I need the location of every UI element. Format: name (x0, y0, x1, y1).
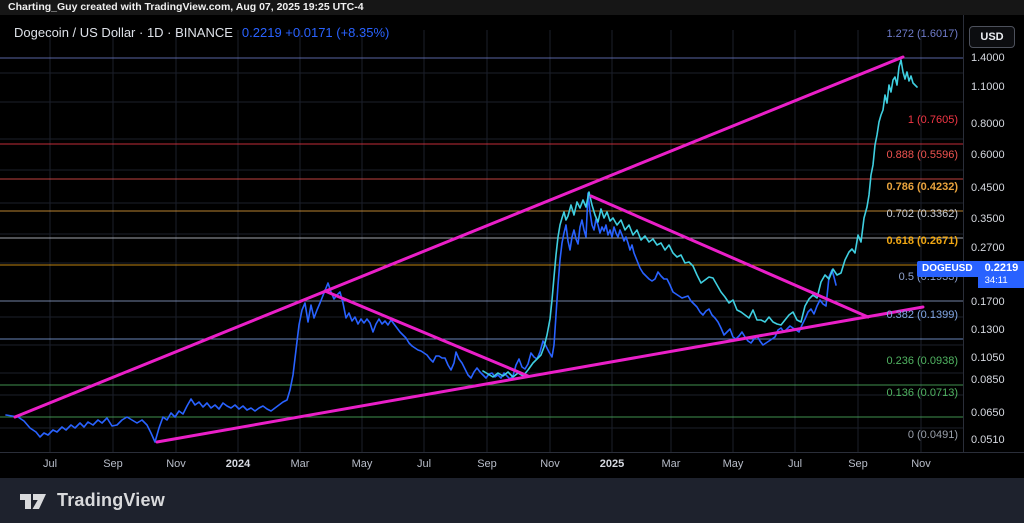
time-tick-Nov: Nov (911, 458, 931, 470)
price-chart-canvas[interactable] (0, 15, 963, 467)
fib-level-label-0.888[interactable]: 0.888 (0.5596) (886, 149, 958, 161)
series-cycle-overlay-projection (482, 59, 918, 378)
trendline-dec2024-falling-line[interactable] (589, 194, 870, 319)
trendline-long-rising-support[interactable] (155, 305, 925, 444)
price-tick-0.8000: 0.8000 (971, 118, 1005, 130)
tradingview-brand-text[interactable]: TradingView (57, 490, 165, 510)
last-price-badge[interactable]: DOGEUSD 0.2219 34:11 (917, 261, 1024, 288)
price-tick-0.4500: 0.4500 (971, 182, 1005, 194)
time-tick-May: May (351, 458, 373, 470)
price-tick-0.1050: 0.1050 (971, 352, 1005, 364)
time-tick-Nov: Nov (540, 458, 560, 470)
price-tick-1.1000: 1.1000 (971, 81, 1005, 93)
price-tick-0.0510: 0.0510 (971, 434, 1005, 446)
time-tick-May: May (722, 458, 744, 470)
footer-bar: TradingView (0, 478, 1024, 523)
price-tick-0.0650: 0.0650 (971, 407, 1005, 419)
symbol-header[interactable]: Dogecoin / US Dollar · 1D · BINANCE 0.221… (14, 25, 389, 40)
price-tick-1.4000: 1.4000 (971, 52, 1005, 64)
fib-level-label-0.702[interactable]: 0.702 (0.3362) (886, 208, 958, 220)
time-tick-Jul: Jul (416, 458, 432, 470)
fib-level-label-0.382[interactable]: 0.382 (0.1399) (886, 309, 958, 321)
fib-level-label-1.272[interactable]: 1.272 (1.6017) (886, 28, 958, 40)
price-tick-0.0850: 0.0850 (971, 374, 1005, 386)
price-change-value: +0.0171 (+8.35%) (285, 25, 390, 40)
attribution-text: Charting_Guy created with TradingView.co… (8, 1, 364, 13)
time-tick-Nov: Nov (166, 458, 186, 470)
attribution-bar: Charting_Guy created with TradingView.co… (0, 0, 1024, 15)
time-tick-Mar: Mar (290, 458, 310, 470)
fib-level-label-0.786[interactable]: 0.786 (0.4232) (886, 181, 958, 193)
last-price-value: 0.2219 (241, 25, 282, 40)
symbol-chip[interactable]: DOGEUSD (917, 261, 978, 277)
time-tick-Mar: Mar (661, 458, 681, 470)
time-tick-2025: 2025 (599, 458, 625, 470)
fib-level-label-0.618[interactable]: 0.618 (0.2671) (886, 235, 958, 247)
price-tick-0.1700: 0.1700 (971, 296, 1005, 308)
last-price-axis-label[interactable]: 0.2219 34:11 (977, 261, 1024, 288)
time-tick-Sep: Sep (848, 458, 868, 470)
last-price: 0.2219 (984, 262, 1019, 274)
fib-level-label-0[interactable]: 0 (0.0491) (907, 429, 958, 441)
chart-pane[interactable]: Dogecoin / US Dollar · 1D · BINANCE 0.221… (0, 15, 963, 467)
price-tick-0.1300: 0.1300 (971, 324, 1005, 336)
price-tick-0.3500: 0.3500 (971, 213, 1005, 225)
time-axis[interactable]: Jul Sep Nov 2024 Mar May Jul Sep Nov 2025 Mar May Ju… (0, 452, 1024, 479)
price-axis[interactable]: USD 1.4000 1.1000 0.8000 0.6000 0.4500 0.3500… (963, 15, 1024, 452)
time-tick-Sep: Sep (477, 458, 497, 470)
tradingview-logo-icon[interactable] (18, 489, 48, 513)
symbol-title[interactable]: Dogecoin / US Dollar · 1D · BINANCE (14, 25, 233, 40)
time-tick-2024: 2024 (225, 458, 251, 470)
time-tick-Jul: Jul (787, 458, 803, 470)
trendline-mar2024-falling-line[interactable] (323, 289, 530, 378)
fib-level-label-1[interactable]: 1 (0.7605) (907, 114, 958, 126)
fib-level-label-0.236[interactable]: 0.236 (0.0938) (886, 355, 958, 367)
bar-countdown: 34:11 (984, 275, 1008, 286)
price-tick-0.6000: 0.6000 (971, 149, 1005, 161)
time-tick-Sep: Sep (103, 458, 123, 470)
trendline-long-rising-resistance[interactable] (13, 55, 905, 419)
currency-usd-button[interactable]: USD (969, 26, 1015, 48)
price-tick-0.2700: 0.2700 (971, 242, 1005, 254)
fib-level-label-0.136[interactable]: 0.136 (0.0713) (886, 387, 958, 399)
time-tick-Jul: Jul (42, 458, 58, 470)
